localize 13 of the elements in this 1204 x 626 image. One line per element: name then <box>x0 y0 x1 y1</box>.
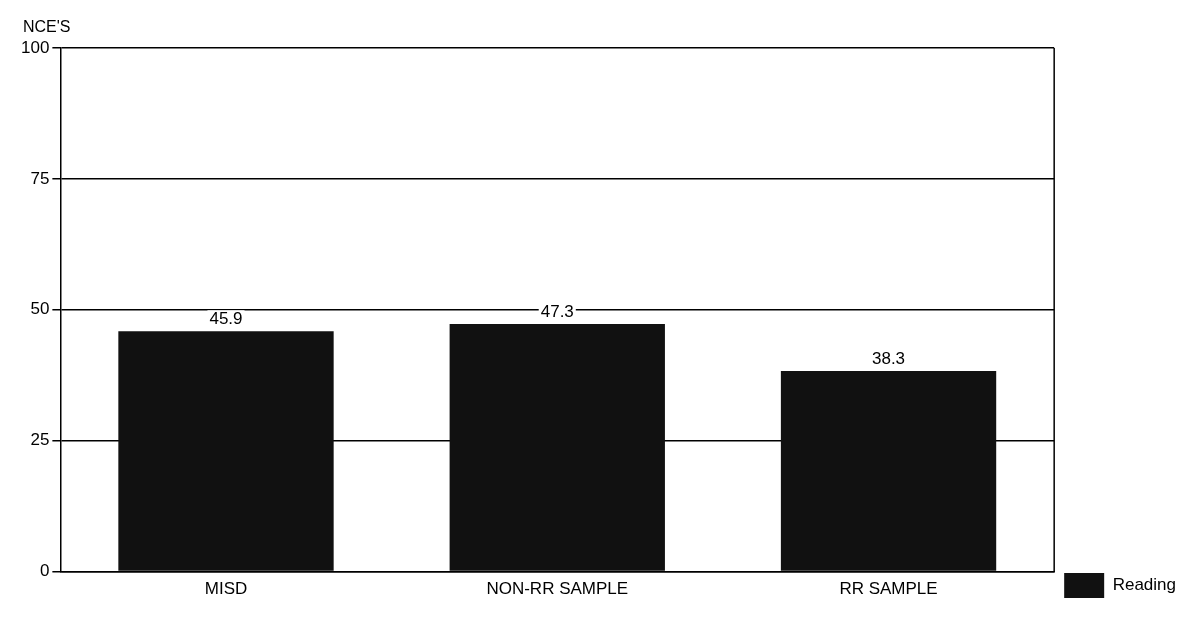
y-tick-label: 0 <box>39 561 50 581</box>
y-axis-title: NCE'S <box>23 18 71 36</box>
data-label: 45.9 <box>209 309 243 329</box>
x-tick-label: MISD <box>204 579 248 599</box>
y-tick-label: 75 <box>30 168 50 188</box>
y-tick-label: 50 <box>30 299 50 319</box>
data-label: 38.3 <box>871 349 906 369</box>
x-tick-label: RR SAMPLE <box>839 579 938 599</box>
data-label: 47.3 <box>540 302 574 322</box>
legend-label: Reading <box>1112 575 1176 595</box>
y-tick-label: 25 <box>30 430 50 450</box>
x-tick-label: NON-RR SAMPLE <box>486 579 629 599</box>
y-tick-label: 100 <box>20 37 50 57</box>
